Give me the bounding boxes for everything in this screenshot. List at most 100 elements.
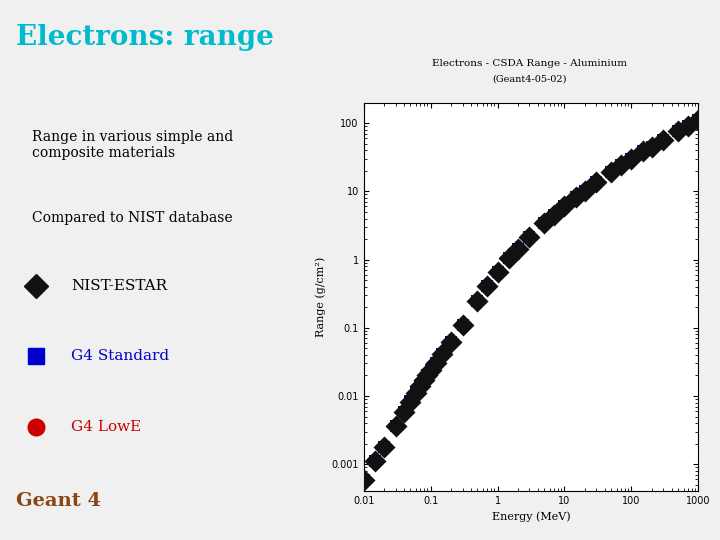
Point bbox=[425, 366, 436, 375]
Point bbox=[445, 338, 456, 346]
Point bbox=[579, 187, 590, 195]
Point bbox=[549, 211, 560, 219]
Point bbox=[590, 178, 602, 187]
Point bbox=[539, 219, 550, 228]
Point bbox=[358, 476, 369, 485]
Point bbox=[559, 202, 570, 211]
Point bbox=[503, 253, 515, 262]
Point bbox=[492, 267, 503, 276]
Point bbox=[398, 408, 410, 416]
Point bbox=[482, 282, 493, 291]
Point bbox=[456, 321, 468, 329]
Point bbox=[378, 442, 390, 451]
Point bbox=[430, 359, 441, 367]
Point bbox=[672, 127, 684, 136]
Point bbox=[559, 202, 570, 211]
Point bbox=[482, 282, 493, 291]
Point bbox=[512, 245, 523, 253]
Point bbox=[523, 233, 535, 241]
Point bbox=[415, 382, 426, 390]
Point bbox=[415, 382, 426, 390]
Point bbox=[646, 143, 657, 151]
Text: NIST-ESTAR: NIST-ESTAR bbox=[71, 279, 168, 293]
Point bbox=[657, 136, 669, 144]
Point bbox=[472, 296, 483, 305]
Point bbox=[616, 161, 627, 170]
Point bbox=[410, 389, 421, 397]
Point bbox=[418, 376, 430, 384]
Text: Geant 4: Geant 4 bbox=[16, 492, 101, 510]
Point bbox=[482, 282, 493, 291]
Point bbox=[646, 143, 657, 151]
Point bbox=[378, 442, 390, 451]
Point bbox=[616, 161, 627, 170]
Point bbox=[456, 321, 468, 329]
Point bbox=[637, 147, 649, 156]
Point bbox=[512, 245, 523, 253]
Point bbox=[358, 476, 369, 485]
Point bbox=[646, 143, 657, 151]
Point bbox=[436, 349, 448, 358]
Point bbox=[415, 381, 426, 390]
Point bbox=[492, 267, 503, 276]
Point bbox=[559, 202, 570, 211]
Point bbox=[425, 366, 436, 375]
Point bbox=[590, 178, 602, 187]
Point bbox=[405, 397, 416, 406]
Text: G4 Standard: G4 Standard bbox=[71, 349, 169, 363]
Point bbox=[606, 167, 617, 176]
Text: Compared to NIST database: Compared to NIST database bbox=[32, 211, 233, 225]
X-axis label: Energy (MeV): Energy (MeV) bbox=[492, 512, 570, 522]
Point bbox=[683, 122, 694, 130]
Text: Electrons: range: Electrons: range bbox=[16, 24, 274, 51]
Point bbox=[683, 122, 694, 130]
Text: G4 LowE: G4 LowE bbox=[71, 420, 142, 434]
Point bbox=[590, 178, 602, 187]
Point bbox=[549, 211, 560, 219]
Point bbox=[606, 167, 617, 176]
Point bbox=[398, 408, 410, 416]
Point bbox=[369, 457, 381, 466]
Text: (Geant4-05-02): (Geant4-05-02) bbox=[492, 75, 567, 84]
Point bbox=[606, 167, 617, 176]
Point bbox=[422, 370, 433, 379]
Point bbox=[693, 116, 704, 125]
Point bbox=[512, 245, 523, 253]
Point bbox=[693, 116, 704, 125]
Point bbox=[637, 147, 649, 156]
Text: Range in various simple and
composite materials: Range in various simple and composite ma… bbox=[32, 130, 233, 160]
Point bbox=[570, 193, 582, 201]
Point bbox=[436, 349, 448, 358]
Point bbox=[430, 359, 441, 367]
Point bbox=[683, 122, 694, 130]
Point bbox=[657, 136, 669, 144]
Point bbox=[410, 389, 421, 397]
Point bbox=[436, 349, 448, 358]
Point bbox=[503, 254, 515, 262]
Point bbox=[405, 397, 416, 406]
Point bbox=[523, 233, 535, 242]
Text: Electrons - CSDA Range - Aluminium: Electrons - CSDA Range - Aluminium bbox=[432, 58, 626, 68]
Point bbox=[672, 127, 684, 136]
Point bbox=[405, 397, 416, 406]
Point bbox=[390, 422, 401, 430]
Point bbox=[672, 127, 684, 136]
Point bbox=[626, 154, 637, 163]
Point bbox=[616, 161, 627, 170]
Point bbox=[579, 187, 590, 195]
Point bbox=[422, 370, 433, 379]
Point bbox=[523, 233, 535, 241]
Point bbox=[549, 211, 560, 219]
Point bbox=[378, 442, 390, 451]
Point bbox=[472, 296, 483, 305]
Y-axis label: Range (g/cm²): Range (g/cm²) bbox=[315, 257, 325, 337]
Point bbox=[657, 136, 669, 144]
Point bbox=[472, 296, 483, 305]
Point bbox=[358, 476, 369, 485]
Point bbox=[425, 366, 436, 375]
Point bbox=[492, 267, 503, 276]
Point bbox=[418, 376, 430, 384]
Point bbox=[390, 422, 401, 430]
Point bbox=[693, 116, 704, 125]
Point bbox=[445, 338, 456, 346]
